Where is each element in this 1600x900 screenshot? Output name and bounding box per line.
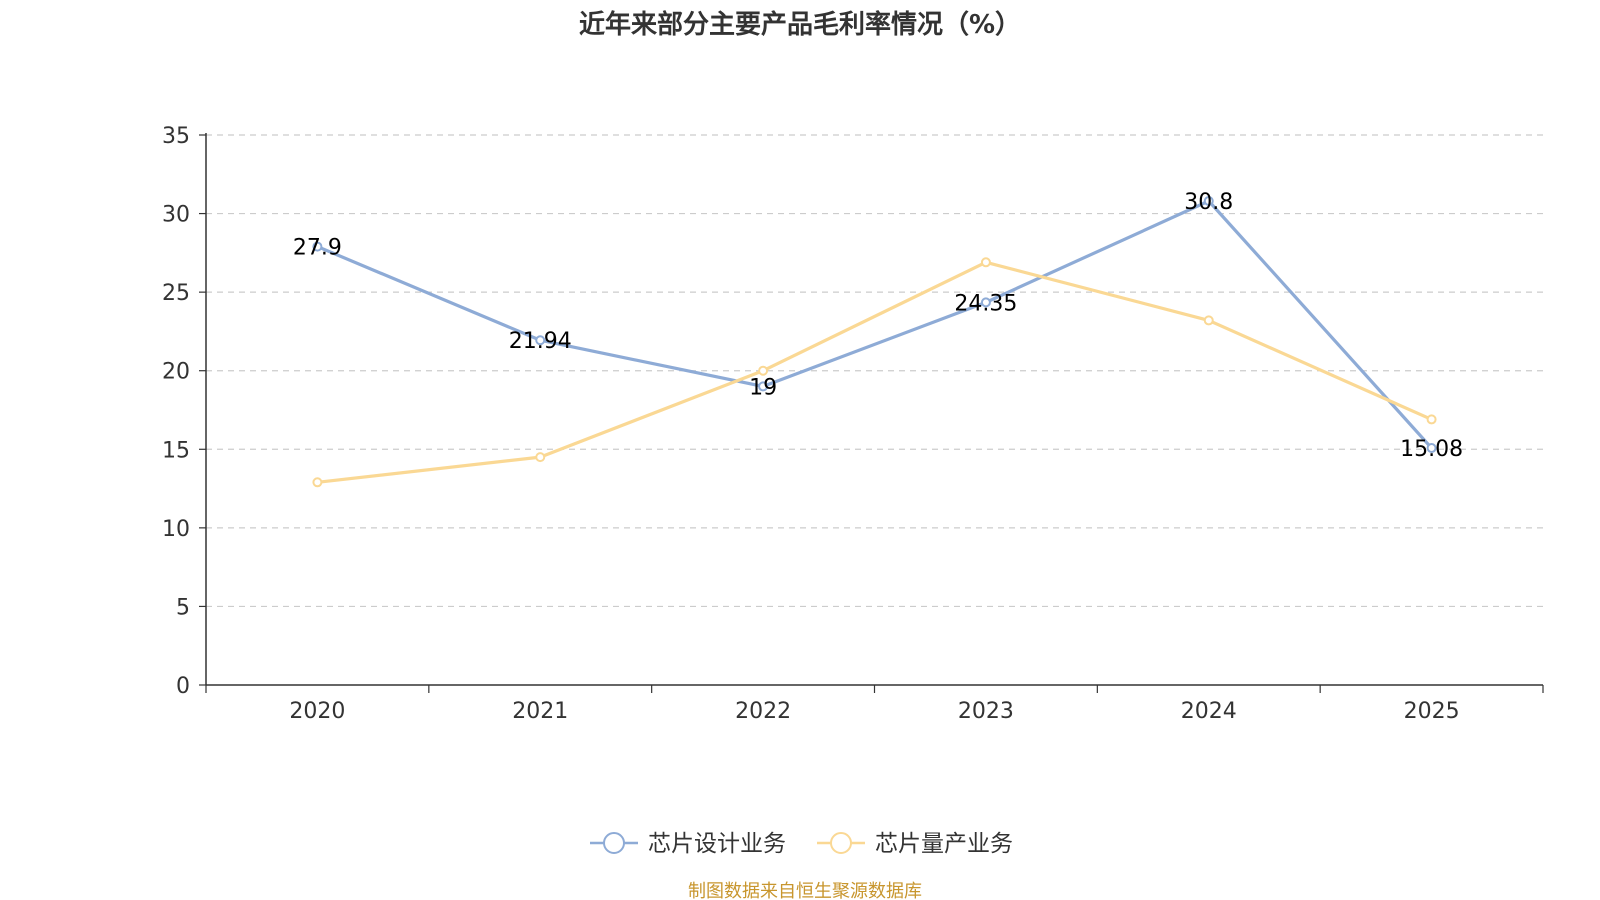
y-tick-label-5: 5 bbox=[176, 595, 190, 620]
y-tick-label-30: 30 bbox=[162, 203, 190, 228]
legend-marker-series-2 bbox=[830, 832, 852, 854]
data-label-series-1-2020: 27.9 bbox=[293, 236, 342, 261]
x-tick-label-2020: 2020 bbox=[289, 699, 345, 724]
point-series-1-2022 bbox=[758, 381, 769, 392]
point-series-2-2025 bbox=[1426, 414, 1437, 425]
legend-label-series-2: 芯片量产业务 bbox=[875, 831, 1013, 857]
legend-marker-series-1 bbox=[603, 832, 625, 854]
y-tick-label-25: 25 bbox=[162, 281, 190, 306]
point-series-2-2023 bbox=[980, 257, 991, 268]
series-line-1 bbox=[315, 199, 1434, 450]
point-series-1-2025 bbox=[1426, 443, 1437, 454]
y-tick-label-10: 10 bbox=[162, 517, 190, 542]
data-label-series-1-2021: 21.94 bbox=[509, 329, 572, 354]
y-tick-label-15: 15 bbox=[162, 438, 190, 463]
chart-title: 近年来部分主要产品毛利率情况（%） bbox=[579, 9, 1021, 40]
series-line-2 bbox=[315, 260, 1434, 484]
grid-lines bbox=[206, 134, 1543, 608]
x-tick-label-2024: 2024 bbox=[1181, 699, 1237, 724]
data-labels: 27.9 21.94 19 24.35 30.8 15.08 bbox=[293, 190, 1463, 462]
point-series-1-2021 bbox=[535, 335, 546, 346]
series-lines bbox=[312, 196, 1437, 488]
x-tick-label-2021: 2021 bbox=[512, 699, 568, 724]
point-series-1-2024 bbox=[1203, 196, 1214, 206]
x-tick-label-2023: 2023 bbox=[958, 699, 1014, 724]
y-tick-label-35: 35 bbox=[162, 124, 190, 149]
x-tick-label-2022: 2022 bbox=[735, 699, 791, 724]
point-series-2-2020 bbox=[312, 477, 323, 488]
legend: 芯片设计业务 芯片量产业务 bbox=[590, 831, 1013, 857]
y-tick-label-20: 20 bbox=[162, 360, 190, 385]
data-label-series-1-2022: 19 bbox=[749, 375, 777, 400]
data-label-series-1-2024: 30.8 bbox=[1184, 190, 1233, 215]
point-series-2-2021 bbox=[535, 452, 546, 463]
legend-label-series-1: 芯片设计业务 bbox=[648, 831, 786, 857]
x-tick-label-2025: 2025 bbox=[1404, 699, 1460, 724]
legend-item-series-2[interactable]: 芯片量产业务 bbox=[817, 831, 1013, 857]
point-series-2-2022 bbox=[758, 365, 769, 376]
data-label-series-1-2025: 15.08 bbox=[1400, 437, 1463, 462]
point-series-1-2020 bbox=[312, 241, 323, 252]
point-series-1-2023 bbox=[980, 297, 991, 308]
data-source-note: 制图数据来自恒生聚源数据库 bbox=[688, 881, 922, 900]
y-tick-label-0: 0 bbox=[176, 674, 190, 699]
legend-item-series-1[interactable]: 芯片设计业务 bbox=[590, 831, 786, 857]
data-label-series-1-2023: 24.35 bbox=[954, 291, 1017, 316]
point-series-2-2024 bbox=[1203, 315, 1214, 326]
